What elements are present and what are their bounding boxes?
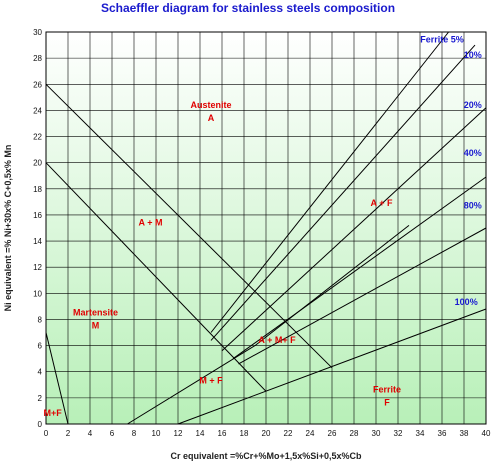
boundary-line — [221, 107, 487, 352]
x-tick-label: 38 — [460, 429, 469, 438]
x-tick-label: 24 — [306, 429, 315, 438]
region-labels: Austenite A A + M A + F Martensite M A + M+ F M… — [43, 100, 401, 418]
region-label: M+F — [43, 408, 62, 418]
y-tick-label: 20 — [33, 159, 42, 168]
boundary-lines — [45, 31, 487, 425]
region-label: M — [92, 321, 100, 331]
x-tick-label: 36 — [438, 429, 447, 438]
boundary-line — [45, 83, 333, 369]
ferrite-percent-label: 40% — [464, 148, 482, 158]
y-tick-label: 14 — [33, 237, 42, 246]
y-tick-label: 16 — [33, 211, 42, 220]
ferrite-labels: Ferrite 5%10% 20% 40% 80% 100% — [420, 34, 482, 307]
boundary-line — [177, 308, 487, 425]
boundary-line — [210, 44, 476, 341]
ferrite-percent-label: 100% — [455, 297, 478, 307]
x-tick-label: 30 — [372, 429, 381, 438]
region-label: Ferrite — [373, 385, 401, 395]
region-label: Austenite — [190, 100, 231, 110]
chart-title: Schaeffler diagram for stainless steels … — [101, 1, 395, 15]
y-tick-label: 18 — [33, 185, 42, 194]
y-tick-label: 2 — [38, 394, 43, 403]
boundary-line — [238, 227, 487, 365]
x-tick-label: 0 — [44, 429, 49, 438]
ferrite-percent-label: 80% — [464, 200, 482, 210]
region-label: A + F — [371, 198, 393, 208]
y-tick-label: 4 — [38, 368, 43, 377]
y-tick-label: 26 — [33, 80, 42, 89]
x-tick-label: 14 — [196, 429, 205, 438]
x-tick-label: 6 — [110, 429, 115, 438]
y-tick-label: 24 — [33, 106, 42, 115]
x-tick-label: 40 — [482, 429, 491, 438]
ferrite-percent-label: Ferrite 5% — [420, 34, 464, 44]
y-tick-label: 28 — [33, 54, 42, 63]
grid — [45, 31, 487, 425]
x-tick-label: 10 — [152, 429, 161, 438]
x-tick-label: 32 — [394, 429, 403, 438]
x-tick-label: 28 — [350, 429, 359, 438]
boundary-line — [45, 162, 267, 392]
x-tick-label: 8 — [132, 429, 137, 438]
x-tick-label: 4 — [88, 429, 93, 438]
region-label: A — [208, 113, 215, 123]
region-label: A + M — [139, 217, 163, 227]
x-axis-label: Cr equivalent =%Cr+%Mo+1,5x%Si+0,5x%Cb — [170, 451, 362, 461]
y-tick-label: 6 — [38, 342, 43, 351]
y-tick-label: 8 — [38, 315, 43, 324]
region-label: F — [384, 398, 390, 408]
x-tick-label: 12 — [174, 429, 183, 438]
y-axis-label: Ni equivalent =% Ni+30x% C+0,5x% Mn — [3, 145, 13, 312]
x-axis-ticks: 0 2 4 6 8 10 12 14 16 18 20 22 24 26 28 30 32 34 36 38 40 — [44, 429, 491, 438]
y-tick-label: 10 — [33, 289, 42, 298]
x-tick-label: 18 — [240, 429, 249, 438]
boundary-line — [210, 31, 449, 333]
ferrite-percent-label: 20% — [464, 100, 482, 110]
x-tick-label: 20 — [262, 429, 271, 438]
x-tick-label: 22 — [284, 429, 293, 438]
x-tick-label: 34 — [416, 429, 425, 438]
boundary-line — [232, 176, 487, 360]
y-tick-label: 12 — [33, 263, 42, 272]
boundary-line — [45, 332, 69, 425]
y-tick-label: 30 — [33, 28, 42, 37]
ferrite-percent-label: 10% — [464, 50, 482, 60]
x-tick-label: 16 — [218, 429, 227, 438]
y-tick-label: 0 — [38, 420, 43, 429]
x-tick-label: 26 — [328, 429, 337, 438]
x-tick-label: 2 — [66, 429, 71, 438]
region-label: A + M+ F — [258, 335, 296, 345]
region-label: Martensite — [73, 308, 118, 318]
boundary-line — [127, 225, 410, 425]
region-label: M + F — [199, 375, 223, 385]
y-tick-label: 22 — [33, 133, 42, 142]
